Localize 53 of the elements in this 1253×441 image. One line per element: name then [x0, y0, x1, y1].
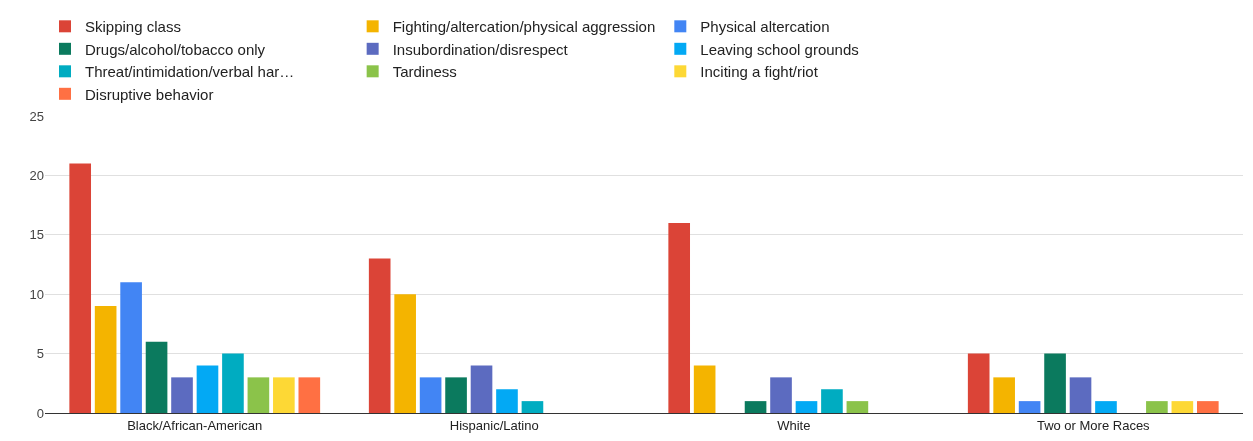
bar	[247, 377, 270, 413]
x-tick-label: Hispanic/Latino	[449, 417, 539, 433]
bar	[120, 282, 142, 413]
y-tick-label: 20	[29, 167, 44, 183]
y-tick-label: 15	[29, 227, 44, 243]
bar	[273, 377, 295, 413]
bar	[496, 389, 518, 413]
x-tick-label: Black/African-American	[127, 417, 263, 433]
bar	[394, 294, 416, 413]
legend-label: Threat/intimidation/verbal har…	[85, 63, 295, 81]
legend-label: Drugs/alcohol/tobacco only	[85, 40, 266, 58]
legend-label: Tardiness	[392, 63, 457, 81]
bar	[196, 365, 219, 413]
x-tick-label: Two or More Races	[1036, 417, 1151, 433]
bar	[668, 222, 691, 413]
legend-label: Disruptive behavior	[85, 85, 214, 103]
bar	[298, 377, 321, 413]
legend-label: Inciting a fight/riot	[700, 63, 819, 81]
bar	[222, 353, 244, 413]
bar	[1171, 401, 1194, 413]
bar	[1146, 401, 1168, 413]
bar	[1069, 377, 1092, 413]
bar	[770, 377, 792, 413]
bar	[69, 163, 92, 413]
bar	[521, 401, 544, 413]
bar	[993, 377, 1015, 413]
bar	[368, 258, 391, 413]
bar	[846, 401, 869, 413]
bar	[470, 365, 493, 413]
bar	[1044, 353, 1066, 413]
legend-label: Skipping class	[85, 18, 181, 36]
bar	[419, 377, 442, 413]
legend-label: Physical altercation	[700, 18, 830, 36]
x-tick-label: White	[777, 417, 811, 433]
y-tick-label: 10	[29, 286, 44, 302]
bar	[94, 306, 117, 413]
legend-label: Fighting/altercation/physical aggression	[392, 18, 656, 36]
bar	[821, 389, 843, 413]
bar	[445, 377, 467, 413]
legend-label: Leaving school grounds	[700, 40, 859, 58]
legend-label: Insubordination/disrespect	[392, 40, 569, 58]
bar	[693, 365, 716, 413]
bar	[1018, 401, 1041, 413]
y-tick-label: 0	[36, 405, 44, 421]
bar	[145, 341, 168, 413]
bar	[744, 401, 767, 413]
bar	[967, 353, 990, 413]
bar	[171, 377, 193, 413]
bar	[795, 401, 818, 413]
bar	[1196, 401, 1219, 413]
bar	[1095, 401, 1117, 413]
y-tick-label: 5	[36, 346, 44, 362]
y-tick-label: 25	[29, 108, 44, 124]
